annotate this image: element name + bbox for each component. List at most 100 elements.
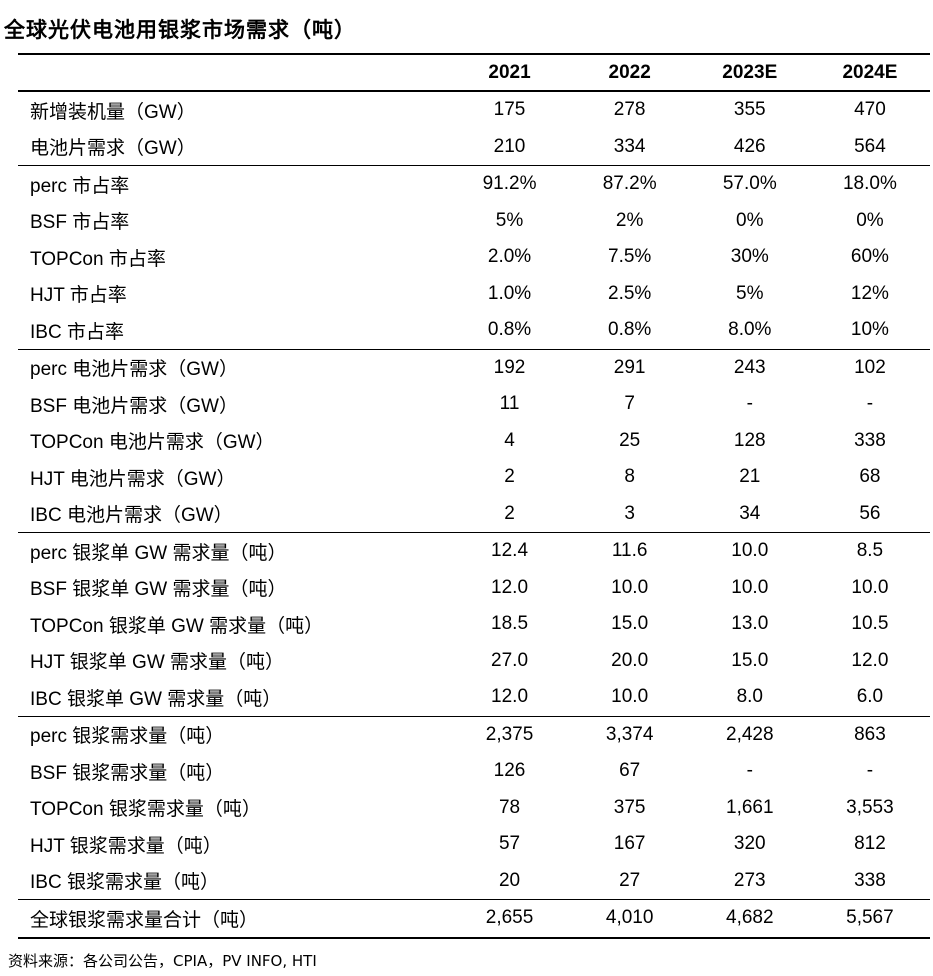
value-cell: 2 <box>504 502 515 524</box>
value-cell: 20.0 <box>611 649 649 671</box>
row-label: 新增装机量（GW） <box>18 90 450 129</box>
row-label: HJT 银浆单 GW 需求量（吨） <box>30 652 285 674</box>
value-cell: 11 <box>499 393 520 415</box>
row-label: TOPCon 电池片需求（GW） <box>30 432 275 454</box>
value-cell: 291 <box>569 348 690 386</box>
row-label: BSF 电池片需求（GW） <box>30 395 238 417</box>
row-label: IBC 电池片需求（GW） <box>30 505 233 527</box>
table-row: HJT 电池片需求（GW） 2 8 21 68 <box>18 459 930 496</box>
header-cell-label <box>18 54 450 92</box>
value-cell: 10.0 <box>611 576 649 598</box>
table-row: TOPCon 银浆单 GW 需求量（吨） 18.5 15.0 13.0 10.5 <box>18 606 930 643</box>
table-row: HJT 银浆单 GW 需求量（吨） 27.0 20.0 15.0 12.0 <box>18 643 930 680</box>
value-cell: 12.0 <box>851 649 889 671</box>
row-label: perc 电池片需求（GW） <box>18 348 450 386</box>
value-cell: 278 <box>569 90 690 129</box>
table-row: IBC 银浆需求量（吨） 20 27 273 338 <box>18 863 930 900</box>
source-note: 资料来源：各公司公告，CPIA，PV INFO, HTI <box>8 952 317 970</box>
value-cell: 243 <box>689 348 810 386</box>
table-row: BSF 银浆单 GW 需求量（吨） 12.0 10.0 10.0 10.0 <box>18 570 930 607</box>
value-cell: 3,553 <box>846 796 894 818</box>
table-row: 全球银浆需求量合计（吨） 2,655 4,010 4,682 5,567 <box>18 899 930 939</box>
value-cell: - <box>866 760 874 782</box>
value-cell: 11.6 <box>569 532 690 570</box>
table-row: IBC 市占率 0.8% 0.8% 8.0% 10% <box>18 312 930 349</box>
value-cell: 87.2% <box>569 165 690 203</box>
value-cell: 126 <box>493 760 526 782</box>
value-cell: 27 <box>619 869 641 891</box>
row-label: IBC 银浆单 GW 需求量（吨） <box>30 688 282 710</box>
value-cell: 15.0 <box>731 649 769 671</box>
value-cell: 2.0% <box>487 246 532 268</box>
value-cell: 6.0 <box>856 686 884 708</box>
value-cell: 12.0 <box>491 686 529 708</box>
table-title: 全球光伏电池用银浆市场需求（吨） <box>4 18 356 42</box>
value-cell: 8.5 <box>809 532 930 570</box>
value-cell: 7 <box>624 393 635 415</box>
value-cell: 60% <box>850 246 889 268</box>
table-row: BSF 银浆需求量（吨） 126 67 - - <box>18 753 930 790</box>
value-cell: 192 <box>449 348 570 386</box>
row-label: BSF 银浆需求量（吨） <box>30 762 225 784</box>
value-cell: 0.8% <box>487 319 532 341</box>
value-cell: 426 <box>733 135 766 157</box>
value-cell: 57 <box>498 833 521 855</box>
table-row: perc 银浆需求量（吨） 2,375 3,374 2,428 863 <box>18 715 930 753</box>
table-row: 新增装机量（GW） 175 278 355 470 <box>18 90 930 129</box>
value-cell: 13.0 <box>731 613 769 635</box>
table-row: perc 银浆单 GW 需求量（吨） 12.4 11.6 10.0 8.5 <box>18 532 930 570</box>
value-cell: 56 <box>859 502 881 524</box>
value-cell: 2% <box>615 209 644 231</box>
row-label: HJT 市占率 <box>30 285 127 307</box>
row-label: TOPCon 银浆单 GW 需求量（吨） <box>30 615 324 637</box>
value-cell: 5% <box>736 282 764 304</box>
table-row: TOPCon 电池片需求（GW） 4 25 128 338 <box>18 423 930 460</box>
row-label: TOPCon 银浆需求量（吨） <box>30 799 261 821</box>
row-label: perc 银浆单 GW 需求量（吨） <box>18 532 450 570</box>
table-row: BSF 电池片需求（GW） 11 7 - - <box>18 386 930 423</box>
row-label: HJT 银浆需求量（吨） <box>30 835 222 857</box>
value-cell: 67 <box>619 760 641 782</box>
value-cell: 863 <box>809 715 930 753</box>
value-cell: 470 <box>809 90 930 129</box>
value-cell: 7.5% <box>608 246 652 268</box>
value-cell: 2 <box>504 466 515 488</box>
row-label: 电池片需求（GW） <box>30 138 196 160</box>
value-cell: 18.0% <box>809 165 930 203</box>
value-cell: 27.0 <box>491 649 529 671</box>
row-label: BSF 市占率 <box>30 212 130 234</box>
value-cell: 2,655 <box>449 899 570 939</box>
table-row: 电池片需求（GW） 210 334 426 564 <box>18 129 930 166</box>
value-cell: 128 <box>733 429 766 451</box>
value-cell: 338 <box>854 429 886 451</box>
value-cell: 338 <box>854 869 886 891</box>
value-cell: 167 <box>613 833 646 855</box>
value-cell: 8.0% <box>728 319 772 341</box>
value-cell: 25 <box>619 429 641 451</box>
value-cell: 564 <box>854 135 886 157</box>
table-row: perc 市占率 91.2% 87.2% 57.0% 18.0% <box>18 165 930 203</box>
value-cell: 20 <box>498 869 521 891</box>
value-cell: 375 <box>613 796 646 818</box>
table-body: 新增装机量（GW） 175 278 355 470 电池片需求（GW） 210 334 426 5… <box>18 90 930 939</box>
value-cell: 18.5 <box>491 613 529 635</box>
value-cell: 320 <box>733 833 766 855</box>
value-cell: 1,661 <box>726 796 774 818</box>
table-row: IBC 银浆单 GW 需求量（吨） 12.0 10.0 8.0 6.0 <box>18 679 930 716</box>
value-cell: 5,567 <box>809 899 930 939</box>
value-cell: 2.5% <box>608 282 652 304</box>
header-cell-2021: 2021 <box>449 54 570 92</box>
value-cell: - <box>746 393 753 415</box>
value-cell: 12.0 <box>491 576 529 598</box>
value-cell: 91.2% <box>449 165 570 203</box>
value-cell: 334 <box>613 135 646 157</box>
value-cell: 355 <box>689 90 810 129</box>
row-label: BSF 银浆单 GW 需求量（吨） <box>30 579 287 601</box>
row-label: perc 市占率 <box>18 165 450 203</box>
value-cell: - <box>866 393 874 415</box>
header-cell-2022: 2022 <box>569 54 690 92</box>
table-row: perc 电池片需求（GW） 192 291 243 102 <box>18 348 930 386</box>
value-cell: 0.8% <box>608 319 652 341</box>
value-cell: 5% <box>495 209 524 231</box>
value-cell: 57.0% <box>689 165 810 203</box>
